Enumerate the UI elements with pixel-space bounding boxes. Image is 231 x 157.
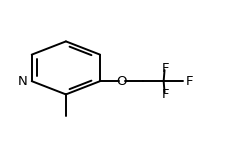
Text: F: F (162, 87, 169, 100)
Text: O: O (116, 75, 127, 88)
Text: N: N (18, 75, 28, 88)
Text: F: F (162, 62, 169, 75)
Text: F: F (186, 75, 194, 88)
